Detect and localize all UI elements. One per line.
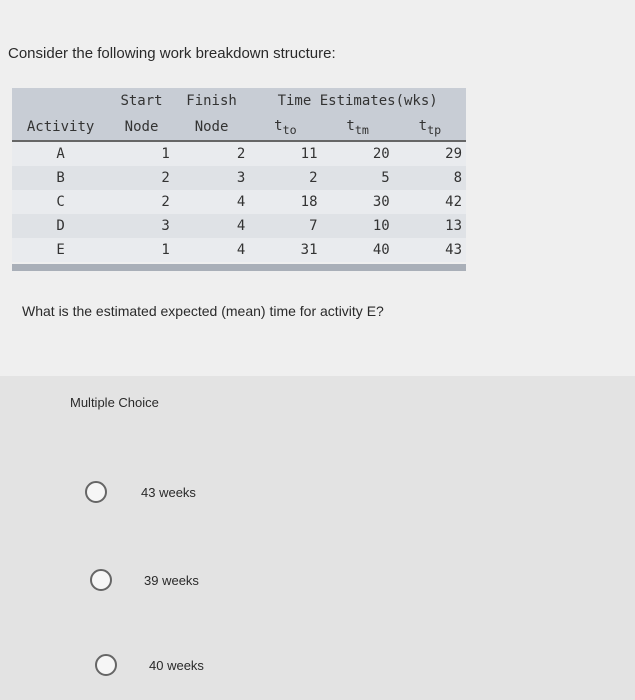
- header-cell: Start: [109, 88, 174, 114]
- table-cell: 3: [109, 214, 174, 238]
- table-row: E 1 4 31 40 43: [12, 238, 466, 262]
- header-cell: Node: [109, 114, 174, 142]
- table-cell: 2: [173, 141, 250, 166]
- table-cell: 10: [321, 214, 394, 238]
- header-cell: ttm: [321, 114, 394, 142]
- prompt-text: Consider the following work breakdown st…: [8, 45, 336, 62]
- table-cell: 2: [109, 166, 174, 190]
- table-cell: A: [12, 141, 110, 166]
- table-cell: D: [12, 214, 110, 238]
- table-cell: 8: [393, 166, 466, 190]
- header-cell: Time Estimates(wks): [249, 88, 466, 114]
- table-cell: B: [12, 166, 110, 190]
- header-cell: [12, 88, 110, 114]
- table-header-top: Start Finish Time Estimates(wks): [12, 88, 466, 114]
- table-cell: 20: [321, 141, 394, 166]
- table-cell: 18: [249, 190, 322, 214]
- table-cell: 3: [173, 166, 250, 190]
- table-cell: E: [12, 238, 110, 262]
- option-label: 40 weeks: [149, 657, 204, 673]
- header-cell: ttp: [393, 114, 466, 142]
- radio-button-icon[interactable]: [95, 654, 117, 676]
- option-label: 39 weeks: [144, 572, 199, 588]
- table-cell: C: [12, 190, 110, 214]
- table-footer-bar: [12, 264, 466, 271]
- table-cell: 4: [173, 190, 250, 214]
- radio-button-icon[interactable]: [90, 569, 112, 591]
- question-text: What is the estimated expected (mean) ti…: [22, 303, 384, 319]
- table-cell: 11: [249, 141, 322, 166]
- table-cell: 2: [109, 190, 174, 214]
- table-cell: 30: [321, 190, 394, 214]
- table-row: C 2 4 18 30 42: [12, 190, 466, 214]
- table-row: A 1 2 11 20 29: [12, 141, 466, 166]
- table-cell: 1: [109, 141, 174, 166]
- table-row: D 3 4 7 10 13: [12, 214, 466, 238]
- option-label: 43 weeks: [141, 484, 196, 500]
- radio-button-icon[interactable]: [85, 481, 107, 503]
- option-1[interactable]: 43 weeks: [85, 481, 196, 503]
- header-cell: Activity: [12, 114, 110, 142]
- table-cell: 2: [249, 166, 322, 190]
- table-cell: 13: [393, 214, 466, 238]
- table-cell: 5: [321, 166, 394, 190]
- table-cell: 42: [393, 190, 466, 214]
- multiple-choice-label: Multiple Choice: [70, 395, 159, 410]
- header-cell: tto: [249, 114, 322, 142]
- table-cell: 4: [173, 238, 250, 262]
- option-2[interactable]: 39 weeks: [90, 569, 199, 591]
- header-cell: Node: [173, 114, 250, 142]
- table-cell: 29: [393, 141, 466, 166]
- wbs-table: Start Finish Time Estimates(wks) Activit…: [12, 88, 466, 262]
- header-cell: Finish: [173, 88, 250, 114]
- table-cell: 40: [321, 238, 394, 262]
- table-header: Activity Node Node tto ttm ttp: [12, 114, 466, 142]
- multiple-choice-panel: [0, 376, 635, 700]
- table-cell: 7: [249, 214, 322, 238]
- table-cell: 31: [249, 238, 322, 262]
- option-3[interactable]: 40 weeks: [95, 654, 204, 676]
- table-cell: 4: [173, 214, 250, 238]
- table-cell: 43: [393, 238, 466, 262]
- table-cell: 1: [109, 238, 174, 262]
